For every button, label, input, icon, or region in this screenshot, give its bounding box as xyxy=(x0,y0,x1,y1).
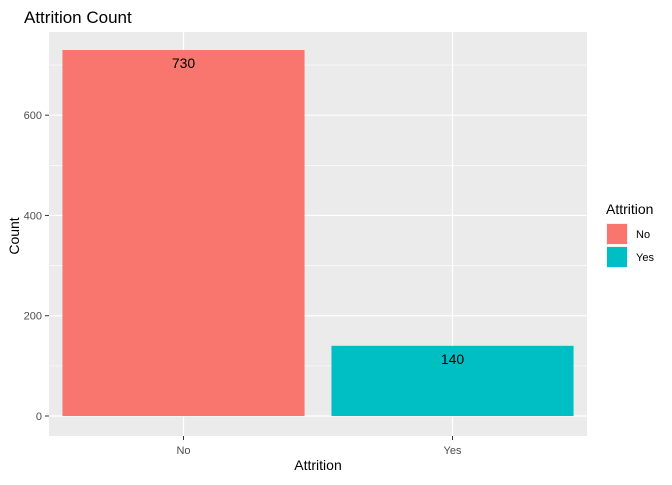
data-label-no: 730 xyxy=(172,55,196,71)
x-axis-title: Attrition xyxy=(294,457,341,473)
bar-yes xyxy=(331,345,574,416)
data-label-yes: 140 xyxy=(441,351,465,367)
legend-label-yes: Yes xyxy=(636,252,654,264)
bar-no xyxy=(62,50,305,416)
x-axis: No Yes xyxy=(176,436,462,457)
y-axis: 0 200 400 600 xyxy=(24,110,49,423)
y-tick-label: 0 xyxy=(36,411,42,423)
legend-swatch-no xyxy=(607,224,627,244)
y-axis-title: Count xyxy=(6,217,22,254)
legend: Attrition No Yes xyxy=(606,201,654,268)
legend-label-no: No xyxy=(636,229,650,241)
data-labels: 730 140 xyxy=(172,55,465,367)
y-tick-label: 200 xyxy=(24,311,42,323)
legend-title: Attrition xyxy=(606,201,653,217)
legend-swatch-yes xyxy=(607,247,627,267)
x-tick-label-no: No xyxy=(176,445,190,457)
legend-items: No Yes xyxy=(606,223,654,268)
bars xyxy=(62,50,574,416)
chart-title: Attrition Count xyxy=(24,8,132,27)
y-tick-label: 400 xyxy=(24,210,42,222)
x-tick-label-yes: Yes xyxy=(444,445,462,457)
y-tick-label: 600 xyxy=(24,110,42,122)
